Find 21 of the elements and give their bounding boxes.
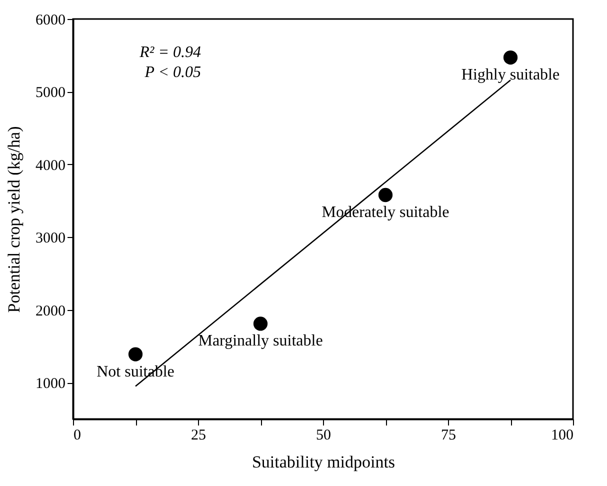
y-tick-label: 3000: [36, 230, 66, 247]
y-axis-title: Potential crop yield (kg/ha): [4, 126, 24, 313]
point: [378, 188, 393, 202]
point: [253, 316, 268, 331]
annotation: Highly suitable: [461, 66, 560, 84]
annotation: R² = 0.94: [138, 44, 201, 61]
annotation: Marginally suitable: [198, 332, 323, 350]
x-axis-title: Suitability midpoints: [252, 452, 396, 472]
annotation: P < 0.05: [144, 64, 201, 81]
point: [503, 50, 518, 65]
y-tick-label: 5000: [36, 85, 66, 102]
x-tick-label: 50: [316, 428, 331, 444]
y-tick-label: 1000: [36, 376, 66, 392]
point: [128, 347, 143, 362]
x-tick-label: 25: [191, 428, 206, 444]
x-tick-label: 75: [441, 428, 456, 444]
x-tick-label: 0: [74, 428, 81, 444]
y-tick-label: 4000: [36, 158, 66, 174]
y-tick-label: 2000: [36, 303, 66, 320]
y-tick-label: 6000: [36, 12, 66, 28]
x-tick-label: 100: [551, 428, 574, 444]
